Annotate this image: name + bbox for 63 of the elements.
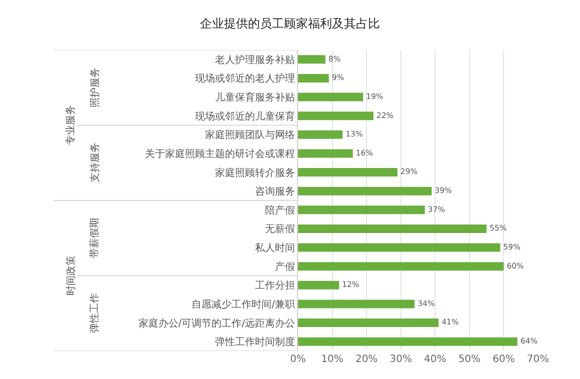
data-label: 59% [503, 242, 520, 252]
y-tick-label: 工作分担 [255, 280, 295, 292]
data-label: 64% [520, 336, 538, 346]
text: 带薪假期 [88, 218, 101, 258]
bar [298, 186, 432, 196]
data-label: 60% [506, 261, 524, 270]
y-tick-label: 无薪假 [265, 223, 295, 236]
x-tick-label: 20% [355, 354, 378, 365]
y-tick-label: 现场或邻近的老人护理 [195, 72, 295, 85]
bar [298, 130, 343, 139]
bar [298, 224, 487, 233]
x-tick-label: 10% [321, 354, 344, 365]
bar [298, 168, 398, 177]
bar [298, 280, 340, 290]
data-label: 19% [366, 92, 384, 101]
data-label: 12% [342, 280, 360, 290]
y-tick-label: 关于家庭照顾主题的研讨会或课程 [145, 148, 295, 160]
data-label: 16% [356, 148, 373, 158]
bar [298, 74, 329, 82]
text: 时间政策 [65, 256, 78, 296]
x-tick-label: 0% [290, 354, 306, 365]
y-tick-label: 家庭照顾转介服务 [215, 166, 295, 179]
data-label: 9% [332, 73, 344, 82]
y-tick-label: 私人时间 [255, 242, 295, 254]
data-label: 55% [490, 224, 507, 233]
text: 照护服务 [89, 67, 102, 108]
y-tick-label: 陪产假 [265, 204, 295, 216]
bar [298, 206, 425, 214]
bar [298, 112, 374, 120]
data-label: 39% [434, 186, 452, 196]
y-tick-label: 家庭办公/可调节的工作/远距离办公 [138, 317, 295, 330]
y-tick-label: 产假 [275, 260, 295, 273]
bar [298, 243, 500, 252]
x-tick-label: 70% [526, 354, 550, 365]
chart-title: 企业提供的员工顾家福利及其占比 [200, 16, 380, 30]
text: 专业服务 [64, 105, 77, 146]
bar [298, 92, 364, 102]
y-tick-label: 老人护理服务补贴 [215, 54, 295, 66]
y-tick-label: 咨询服务 [255, 186, 295, 198]
data-label: 41% [442, 318, 459, 327]
bar [298, 300, 415, 308]
y-tick-label: 弹性工作时间制度 [215, 336, 295, 348]
data-label: 37% [428, 204, 445, 214]
bar [298, 55, 326, 64]
y-tick-label: 家庭照顾团队与网络 [205, 129, 295, 142]
x-tick-label: 40% [424, 354, 446, 365]
y-tick-label: 自愿减少工作时间/兼职 [192, 298, 295, 310]
data-label: 34% [418, 298, 435, 308]
bar [298, 149, 353, 158]
bar [298, 318, 439, 328]
x-tick-label: 50% [458, 354, 481, 365]
text: 弹性工作 [88, 293, 100, 334]
data-label: 13% [346, 130, 363, 139]
y-tick-label: 现场或邻近的儿童保育 [195, 110, 295, 122]
data-label: 8% [328, 54, 341, 64]
y-tick-label: 儿童保育服务补贴 [215, 92, 295, 104]
text: 支持服务 [88, 142, 101, 183]
x-tick-label: 60% [492, 354, 515, 365]
data-label: 22% [376, 110, 394, 120]
data-label: 29% [400, 167, 418, 176]
x-tick-label: 30% [390, 354, 412, 365]
bar [298, 337, 518, 346]
bar [298, 262, 504, 271]
